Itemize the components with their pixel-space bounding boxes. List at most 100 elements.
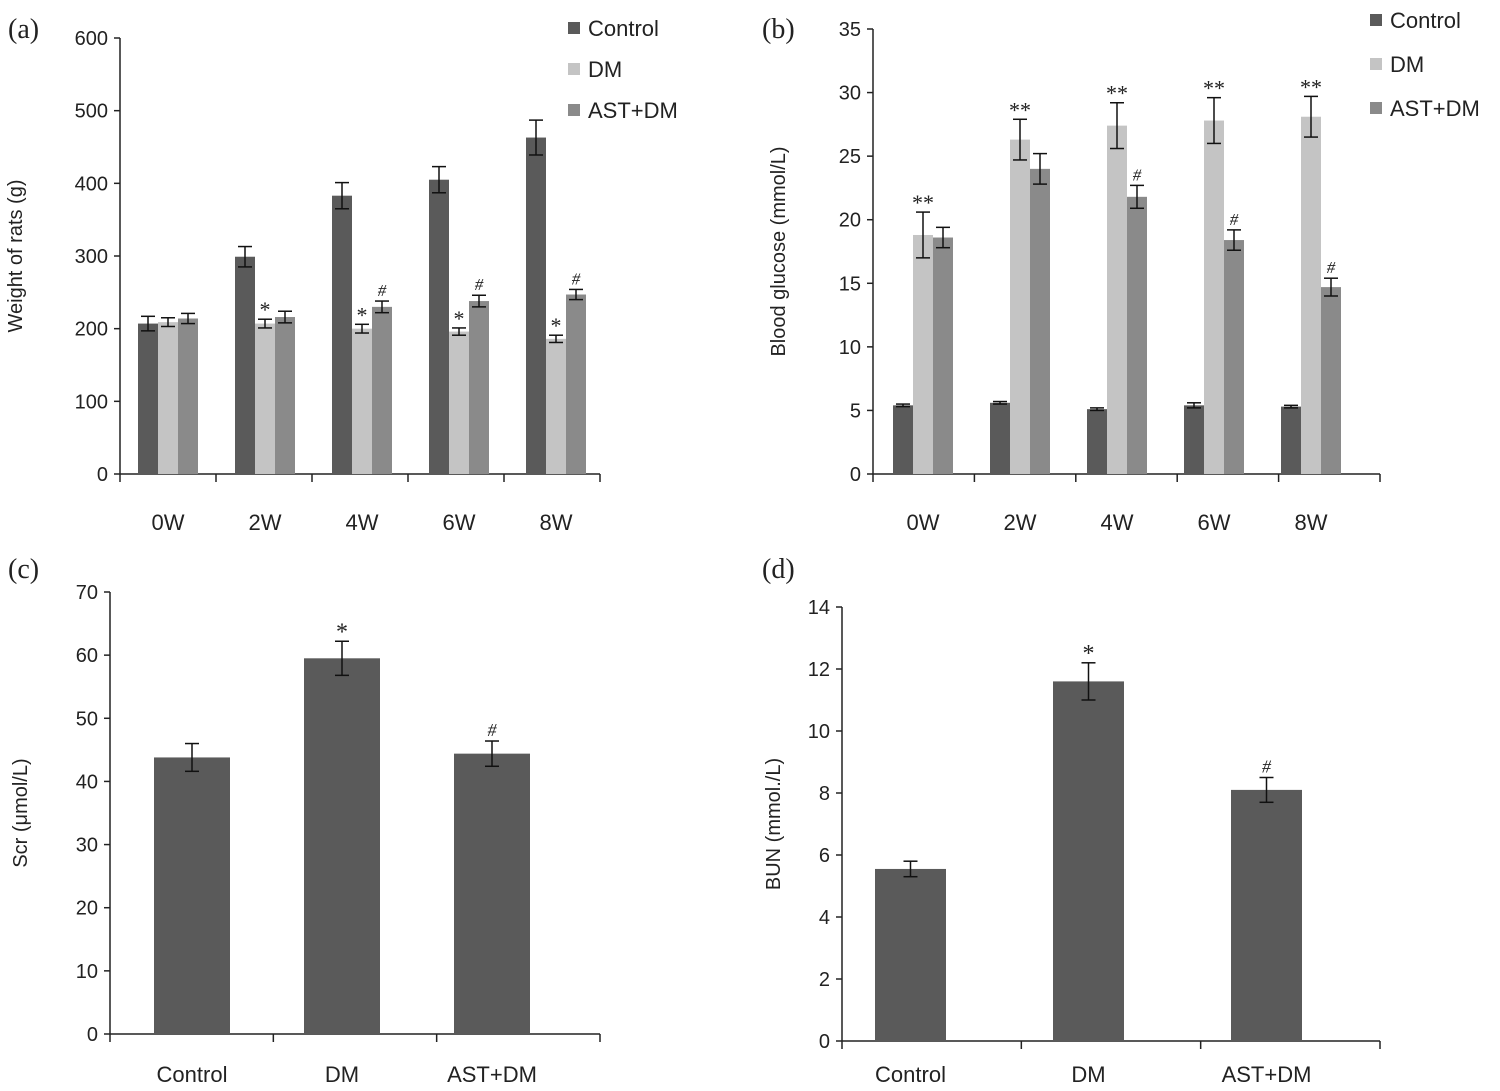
significance-mark: ** <box>912 190 934 215</box>
x-tick-label: AST+DM <box>1222 1062 1312 1086</box>
bar <box>1053 681 1124 1041</box>
significance-mark: # <box>475 275 484 294</box>
x-tick-label: 2W <box>1004 510 1037 535</box>
legend-label: Control <box>1390 8 1461 33</box>
x-tick-label: 6W <box>1198 510 1231 535</box>
x-tick-label: Control <box>157 1062 228 1086</box>
bar <box>275 317 295 474</box>
x-tick-label: 6W <box>443 510 476 535</box>
significance-mark: # <box>488 720 498 740</box>
bar <box>1087 409 1107 474</box>
y-tick-label: 300 <box>75 246 108 268</box>
y-tick-label: 200 <box>75 319 108 341</box>
y-tick-label: 15 <box>839 273 861 295</box>
legend-swatch <box>1370 102 1382 114</box>
panel-label: (d) <box>762 554 795 585</box>
y-tick-label: 40 <box>76 771 98 793</box>
bar <box>154 757 230 1034</box>
y-tick-label: 35 <box>839 19 861 41</box>
legend-swatch <box>568 104 580 116</box>
y-tick-label: 0 <box>819 1031 830 1053</box>
bar <box>304 658 380 1034</box>
bar <box>1107 125 1127 474</box>
bar <box>1321 287 1341 474</box>
bar <box>1010 139 1030 474</box>
x-tick-label: 2W <box>249 510 282 535</box>
y-tick-label: 60 <box>76 645 98 667</box>
significance-mark: * <box>260 297 271 322</box>
y-tick-label: 2 <box>819 969 830 991</box>
y-tick-label: 20 <box>839 210 861 232</box>
legend-swatch <box>568 63 580 75</box>
legend-swatch <box>1370 58 1382 70</box>
y-tick-label: 30 <box>839 83 861 105</box>
x-tick-label: 0W <box>907 510 940 535</box>
bar <box>893 405 913 474</box>
bar <box>546 338 566 474</box>
significance-mark: # <box>1133 165 1142 184</box>
y-tick-label: 500 <box>75 101 108 123</box>
legend-label: Control <box>588 16 659 41</box>
legend-swatch <box>1370 14 1382 26</box>
y-tick-label: 600 <box>75 28 108 50</box>
bar <box>1204 120 1224 475</box>
y-tick-label: 14 <box>808 597 830 619</box>
y-axis-title: Blood glucose (mmol/L) <box>768 146 790 356</box>
x-tick-label: 4W <box>1101 510 1134 535</box>
bar <box>178 318 198 474</box>
significance-mark: * <box>454 306 465 331</box>
chart-panel-1: (b) 0 5 10 15 20 25 30 35 Blood glucose (mmol/L) 0… <box>762 8 1480 535</box>
significance-mark: * <box>336 619 348 645</box>
panel-label: (b) <box>762 14 795 45</box>
bar <box>454 753 530 1034</box>
bar <box>913 234 933 474</box>
y-tick-label: 50 <box>76 708 98 730</box>
y-axis-title: Scr (μmol/L) <box>10 758 32 867</box>
significance-mark: * <box>357 302 368 327</box>
y-tick-label: 400 <box>75 173 108 195</box>
y-tick-label: 10 <box>76 961 98 983</box>
x-tick-label: Control <box>875 1062 946 1086</box>
x-tick-label: 4W <box>346 510 379 535</box>
bar <box>1281 406 1301 474</box>
legend-label: AST+DM <box>1390 96 1480 121</box>
significance-mark: ** <box>1300 74 1322 99</box>
bar <box>1127 196 1147 475</box>
y-tick-label: 6 <box>819 845 830 867</box>
significance-mark: # <box>1327 258 1336 277</box>
significance-mark: * <box>551 313 562 338</box>
bar <box>875 868 946 1041</box>
y-axis-title: Weight of rats (g) <box>5 179 27 332</box>
y-tick-label: 30 <box>76 835 98 857</box>
significance-mark: # <box>572 269 581 288</box>
y-tick-label: 10 <box>808 721 830 743</box>
legend-label: AST+DM <box>588 98 678 123</box>
y-tick-label: 12 <box>808 659 830 681</box>
bar <box>566 294 586 474</box>
bar <box>352 328 372 474</box>
x-tick-label: DM <box>1071 1062 1105 1086</box>
bar <box>1224 240 1244 474</box>
bar <box>1030 168 1050 474</box>
bar <box>332 195 352 475</box>
significance-mark: * <box>1083 641 1095 667</box>
bar <box>526 137 546 474</box>
legend-swatch <box>568 22 580 34</box>
significance-mark: # <box>378 281 387 300</box>
y-tick-label: 10 <box>839 337 861 359</box>
chart-panel-0: (a) 0 100 200 300 400 500 600 Weight of rats (g)… <box>5 14 678 535</box>
significance-mark: ** <box>1009 97 1031 122</box>
bar <box>372 306 392 474</box>
y-tick-label: 4 <box>819 907 830 929</box>
legend-label: DM <box>588 57 622 82</box>
y-tick-label: 100 <box>75 391 108 413</box>
y-tick-label: 5 <box>850 400 861 422</box>
significance-mark: # <box>1262 757 1272 777</box>
panel-label: (a) <box>8 14 39 45</box>
x-tick-label: 8W <box>540 510 573 535</box>
bar <box>1184 405 1204 474</box>
bar <box>449 331 469 474</box>
y-tick-label: 0 <box>97 464 108 486</box>
